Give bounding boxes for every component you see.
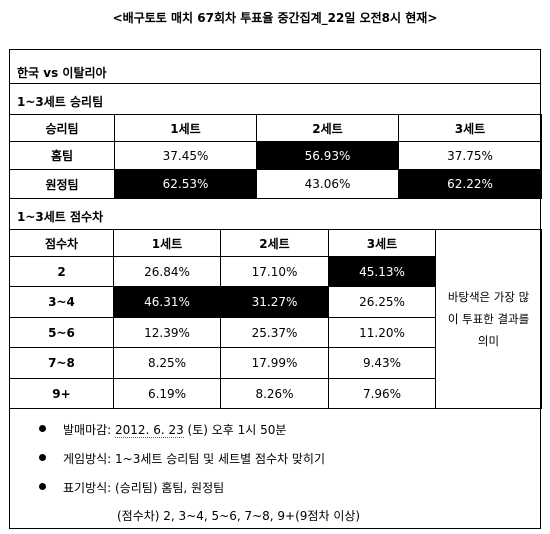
margin-header-cell: 2세트 [220,229,329,257]
bullet-icon [39,425,46,432]
row-label: 5~6 [9,317,114,348]
row-label: 3~4 [9,286,114,318]
table-cell: 25.37% [220,317,329,348]
winner-table: 승리팀 1세트 2세트 3세트 홈팀 37.45% 56.93% 37.75% … [9,114,542,199]
table-cell: 6.19% [113,378,221,409]
bullet-icon [39,454,46,461]
row-label: 2 [9,256,114,287]
match-title: 한국 vs 이탈리아 [17,66,107,80]
table-cell-highlight: 62.53% [114,169,257,199]
table-row: 원정팀 62.53% 43.06% 62.22% [9,169,542,199]
table-cell: 17.10% [220,256,329,287]
row-label: 9+ [9,378,114,409]
deadline-date: 2012. 6. 23 [115,423,184,438]
table-cell-highlight: 46.31% [113,286,221,318]
margin-header-cell: 점수차 [9,229,114,257]
row-label: 7~8 [9,347,114,379]
winner-header-cell: 승리팀 [9,114,115,142]
table-row: 홈팀 37.45% 56.93% 37.75% [9,141,542,170]
table-cell: 9.43% [328,347,436,379]
table-cell-highlight: 62.22% [398,169,542,199]
table-row: 9+ 6.19% 8.26% 7.96% [9,378,542,409]
deadline-label: 발매마감: [63,423,116,437]
deadline-time: (토) 오후 1시 50분 [183,423,287,437]
winner-section-title: 1~3세트 승리팀 [17,95,104,109]
margin-section-title: 1~3세트 점수차 [17,210,104,224]
margin-header-row: 점수차 1세트 2세트 3세트 바탕색은 가장 많이 투표한 결과를 의미 [9,229,542,409]
game-method-text: 게임방식: 1~3세트 승리팀 및 세트별 점수차 맞히기 [63,452,326,466]
table-cell: 26.84% [113,256,221,287]
margin-table: 점수차 1세트 2세트 3세트 바탕색은 가장 많이 투표한 결과를 의미 2 … [9,229,542,409]
winner-header-cell: 1세트 [114,114,257,142]
winner-header-row: 승리팀 1세트 2세트 3세트 [9,114,542,142]
margin-header-cell: 3세트 [328,229,436,257]
row-label: 원정팀 [9,169,115,199]
page-title: <배구토토 매치 67회차 투표율 중간집계_22일 오전8시 현재> [112,11,438,25]
table-cell: 43.06% [256,169,399,199]
table-row: 5~6 12.39% 25.37% 11.20% [9,317,542,348]
table-row: 2 26.84% 17.10% 45.13% [9,256,542,287]
table-cell: 12.39% [113,317,221,348]
table-cell: 11.20% [328,317,436,348]
bullet-icon [39,483,46,490]
winner-header-cell: 3세트 [398,114,542,142]
table-row: 7~8 8.25% 17.99% 9.43% [9,347,542,379]
table-cell: 8.25% [113,347,221,379]
winner-header-cell: 2세트 [256,114,399,142]
table-cell-highlight: 45.13% [328,256,436,287]
margin-header-cell: 1세트 [113,229,221,257]
table-cell: 26.25% [328,286,436,318]
mark-method-text: 표기방식: (승리팀) 홈팀, 원정팀 [63,481,225,495]
highlight-legend-note: 바탕색은 가장 많이 투표한 결과를 의미 [435,229,542,409]
mark-method-margin-text: (점수차) 2, 3~4, 5~6, 7~8, 9+(9점차 이상) [117,509,361,523]
row-label: 홈팀 [9,141,115,170]
table-cell-highlight: 31.27% [220,286,329,318]
table-cell: 37.75% [398,141,542,170]
table-cell: 8.26% [220,378,329,409]
table-cell: 37.45% [114,141,257,170]
table-cell: 7.96% [328,378,436,409]
table-cell-highlight: 56.93% [256,141,399,170]
deadline-text: 발매마감: 2012. 6. 23 (토) 오후 1시 50분 [63,421,286,438]
table-cell: 17.99% [220,347,329,379]
table-row: 3~4 46.31% 31.27% 26.25% [9,286,542,318]
divider [9,83,541,84]
